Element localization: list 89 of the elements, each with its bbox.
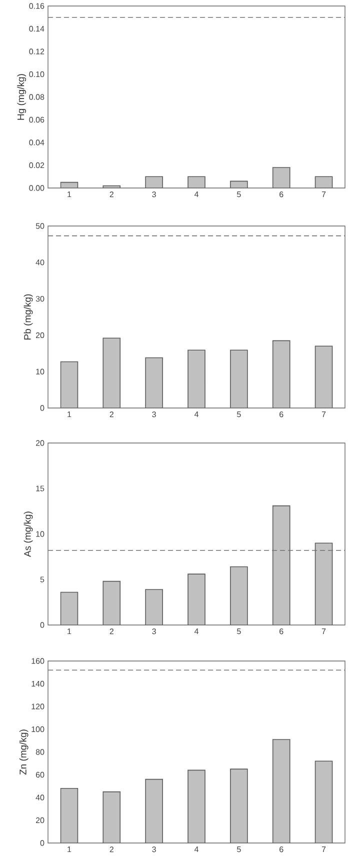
bar: [272, 340, 290, 408]
y-tick-label: 0.04: [29, 140, 44, 146]
bar: [102, 185, 121, 188]
x-tick-label: 3: [152, 628, 156, 634]
y-tick-label: 0.06: [29, 116, 44, 123]
y-tick-label: 20: [36, 817, 44, 824]
y-tick-label: 5: [40, 576, 44, 582]
y-tick-label: 40: [36, 260, 44, 266]
x-tick-label: 2: [110, 192, 114, 198]
bar: [314, 542, 333, 626]
y-tick-label: 15: [36, 486, 44, 492]
x-tick-label: 2: [110, 846, 114, 852]
x-tick-label: 6: [280, 628, 284, 634]
y-tick-label: 0: [40, 622, 44, 628]
y-tick-label: 0.12: [29, 48, 44, 54]
bar: [272, 167, 290, 188]
y-tick-label: 100: [32, 726, 44, 732]
y-axis-title: Hg (mg/kg): [17, 74, 26, 120]
bar: [314, 176, 333, 188]
x-tick-label: 3: [152, 412, 156, 418]
bar: [188, 574, 206, 626]
y-tick-label: 10: [36, 368, 44, 374]
x-tick-label: 1: [68, 628, 72, 634]
bar: [60, 361, 78, 408]
y-tick-label: 60: [36, 772, 44, 778]
x-tick-label: 4: [194, 628, 198, 634]
y-tick-label: 0.16: [29, 3, 44, 9]
y-tick-label: 0.10: [29, 71, 44, 78]
x-tick-label: 4: [194, 192, 198, 198]
y-axis-title: Zn (mg/kg): [19, 730, 28, 775]
y-tick-label: 40: [36, 794, 44, 800]
bar: [145, 778, 163, 844]
x-tick-label: 6: [280, 412, 284, 418]
bar: [102, 580, 121, 626]
y-tick-label: 50: [36, 223, 44, 229]
x-tick-label: 5: [237, 628, 241, 634]
y-tick-label: 140: [32, 680, 44, 687]
bar: [230, 180, 248, 188]
x-tick-label: 3: [152, 846, 156, 852]
bar: [230, 566, 248, 626]
y-tick-label: 0: [40, 840, 44, 846]
bar: [188, 770, 206, 844]
bar: [272, 505, 290, 626]
x-tick-label: 1: [68, 846, 72, 852]
bar: [145, 589, 163, 626]
bar: [272, 739, 290, 844]
bar: [314, 760, 333, 844]
y-tick-label: 0.14: [29, 26, 44, 32]
bar: [188, 350, 206, 408]
x-tick-label: 1: [68, 192, 72, 198]
y-tick-label: 20: [36, 440, 44, 446]
bar: [145, 357, 163, 408]
x-tick-label: 2: [110, 412, 114, 418]
x-tick-label: 2: [110, 628, 114, 634]
y-tick-label: 0: [40, 405, 44, 411]
x-tick-label: 5: [237, 412, 241, 418]
x-tick-label: 5: [237, 192, 241, 198]
bar: [102, 338, 121, 408]
bar: [102, 791, 121, 844]
x-tick-label: 5: [237, 846, 241, 852]
y-axis-title: As (mg/kg): [24, 512, 33, 557]
bar: [230, 350, 248, 408]
y-tick-label: 0.00: [29, 185, 44, 191]
x-tick-label: 7: [322, 628, 326, 634]
y-tick-label: 30: [36, 296, 44, 302]
y-tick-label: 80: [36, 749, 44, 755]
x-tick-label: 4: [194, 846, 198, 852]
y-tick-label: 10: [36, 531, 44, 537]
y-tick-label: 160: [32, 658, 44, 664]
x-tick-label: 6: [280, 846, 284, 852]
bar: [60, 182, 78, 188]
y-axis-title: Pb (mg/kg): [24, 294, 33, 340]
bar: [60, 788, 78, 844]
bar: [60, 592, 78, 626]
bar: [314, 346, 333, 408]
x-tick-label: 4: [194, 412, 198, 418]
x-tick-label: 7: [322, 192, 326, 198]
bar: [188, 176, 206, 188]
x-tick-label: 7: [322, 412, 326, 418]
x-tick-label: 3: [152, 192, 156, 198]
y-tick-label: 0.08: [29, 94, 44, 100]
x-tick-label: 6: [280, 192, 284, 198]
y-tick-label: 0.02: [29, 162, 44, 168]
y-tick-label: 120: [32, 704, 44, 710]
x-tick-label: 7: [322, 846, 326, 852]
x-tick-label: 1: [68, 412, 72, 418]
bar: [230, 768, 248, 844]
bar: [145, 176, 163, 188]
y-tick-label: 20: [36, 332, 44, 338]
